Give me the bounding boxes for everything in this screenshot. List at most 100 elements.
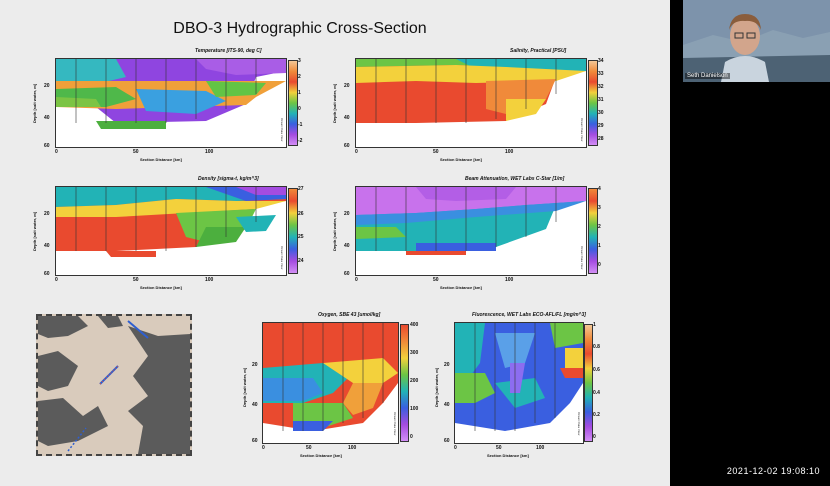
y-axis-label: Depth [salt water, m] [332, 211, 337, 251]
colorbar [288, 60, 298, 146]
section-plot [55, 186, 287, 276]
x-tick: 100 [348, 445, 357, 451]
colorbar-tick: 1 [598, 243, 601, 249]
participant-video-tile[interactable]: Seth Danielson [683, 0, 830, 82]
ocean-data-view-note: Ocean Data View [577, 412, 581, 436]
x-tick: 50 [496, 445, 502, 451]
x-axis-label: Section Distance [km] [487, 453, 529, 458]
colorbar-tick: 31 [598, 97, 604, 103]
colorbar-tick: 0.4 [593, 390, 600, 396]
section-field [263, 323, 398, 443]
y-tick: 40 [44, 243, 50, 249]
panel-title: Density [sigma-t, kg/m^3] [198, 176, 259, 182]
y-tick: 60 [44, 271, 50, 277]
ocean-data-view-note: Ocean Data View [580, 118, 584, 142]
x-tick: 0 [355, 149, 358, 155]
colorbar-tick: 0 [410, 434, 413, 440]
panel-title: Oxygen, SBE 43 [umol/kg] [318, 312, 381, 318]
colorbar-tick: 34 [598, 58, 604, 64]
colorbar-tick: 29 [598, 123, 604, 129]
section-plot [355, 186, 587, 276]
y-tick: 20 [44, 211, 50, 217]
colorbar-tick: 30 [598, 110, 604, 116]
ocean-data-view-note: Ocean Data View [580, 246, 584, 270]
colorbar-tick: 27 [298, 186, 304, 192]
colorbar-tick: 0 [598, 262, 601, 268]
x-tick: 50 [433, 149, 439, 155]
y-tick: 60 [444, 438, 450, 444]
x-axis-label: Section Distance [km] [140, 157, 182, 162]
section-field [56, 187, 286, 275]
x-tick: 0 [262, 445, 265, 451]
colorbar-tick: 3 [298, 58, 301, 64]
x-axis-label: Section Distance [km] [140, 285, 182, 290]
section-plot [55, 58, 287, 148]
x-tick: 50 [433, 277, 439, 283]
x-tick: 0 [55, 149, 58, 155]
panel-title: Beam Attenuation, WET Labs C-Star [1/m] [465, 176, 565, 182]
station-location-map [36, 314, 192, 456]
colorbar-tick: 1 [298, 90, 301, 96]
x-axis-label: Section Distance [km] [300, 453, 342, 458]
colorbar-tick: 32 [598, 84, 604, 90]
oxygen-section-panel: Oxygen, SBE 43 [umol/kg] Depth [salt wat… [240, 312, 430, 462]
y-tick: 60 [344, 271, 350, 277]
colorbar-tick: 0.6 [593, 367, 600, 373]
x-tick: 100 [505, 277, 514, 283]
colorbar [288, 188, 298, 274]
colorbar-tick: 4 [598, 186, 601, 192]
colorbar-tick: -1 [298, 122, 303, 128]
colorbar-tick: 1 [593, 322, 596, 328]
colorbar-tick: 3 [598, 205, 601, 211]
x-tick: 50 [133, 277, 139, 283]
y-tick: 40 [444, 402, 450, 408]
y-tick: 20 [444, 362, 450, 368]
x-tick: 0 [355, 277, 358, 283]
y-tick: 20 [44, 83, 50, 89]
colorbar [588, 60, 598, 146]
colorbar-tick: 33 [598, 71, 604, 77]
section-field [356, 187, 586, 275]
y-axis-label: Depth [salt water, m] [242, 367, 247, 407]
x-tick: 50 [306, 445, 312, 451]
x-tick: 100 [505, 149, 514, 155]
colorbar-tick: 26 [298, 211, 304, 217]
colorbar-tick: 400 [410, 322, 419, 328]
y-tick: 40 [252, 402, 258, 408]
colorbar-tick: 0 [298, 106, 301, 112]
y-tick: 40 [344, 115, 350, 121]
colorbar-tick: 0.2 [593, 412, 600, 418]
x-tick: 50 [133, 149, 139, 155]
y-axis-label: Depth [salt water, m] [32, 211, 37, 251]
panel-title: Salinity, Practical [PSU] [510, 48, 567, 54]
colorbar-tick: 2 [298, 74, 301, 80]
section-plot [262, 322, 399, 444]
x-axis-label: Section Distance [km] [440, 157, 482, 162]
y-axis-label: Depth [salt water, m] [434, 367, 439, 407]
colorbar-tick: 100 [410, 406, 419, 412]
y-tick: 20 [344, 83, 350, 89]
video-frame [683, 0, 830, 82]
slide-title: DBO-3 Hydrographic Cross-Section [173, 20, 427, 37]
y-tick: 60 [44, 143, 50, 149]
x-tick: 100 [205, 277, 214, 283]
ocean-data-view-note: Ocean Data View [280, 118, 284, 142]
colorbar-tick: 2 [598, 224, 601, 230]
ocean-data-view-note: Ocean Data View [393, 412, 397, 436]
colorbar [584, 324, 593, 442]
density-section-panel: Density [sigma-t, kg/m^3] [30, 176, 310, 294]
y-tick: 60 [252, 438, 258, 444]
salinity-section-panel: Salinity, Practical [PSU] Depth [salt wa… [330, 48, 610, 166]
section-plot [454, 322, 584, 444]
y-tick: 60 [344, 143, 350, 149]
x-tick: 0 [454, 445, 457, 451]
x-axis-label: Section Distance [km] [440, 285, 482, 290]
section-plot [355, 58, 587, 148]
colorbar-tick: 0 [593, 434, 596, 440]
x-tick: 100 [536, 445, 545, 451]
section-field [56, 59, 286, 147]
ocean-data-view-note: Ocean Data View [280, 246, 284, 270]
section-field [455, 323, 583, 443]
panel-title: Temperature [ITS-90, deg C] [195, 48, 262, 54]
recording-timestamp: 2021-12-02 19:08:10 [726, 466, 820, 476]
